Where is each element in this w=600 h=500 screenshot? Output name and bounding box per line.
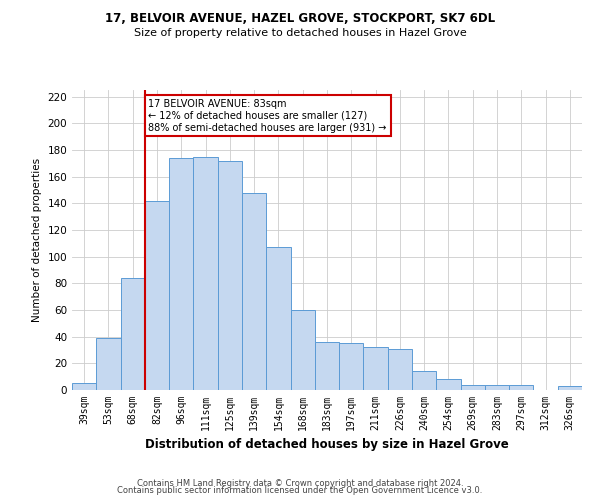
Bar	[485, 384, 509, 390]
Bar	[364, 348, 388, 390]
Bar	[218, 160, 242, 390]
Text: Size of property relative to detached houses in Hazel Grove: Size of property relative to detached ho…	[134, 28, 466, 38]
Text: 17, BELVOIR AVENUE, HAZEL GROVE, STOCKPORT, SK7 6DL: 17, BELVOIR AVENUE, HAZEL GROVE, STOCKPO…	[105, 12, 495, 26]
Bar	[436, 380, 461, 390]
Bar	[242, 192, 266, 390]
Text: Contains public sector information licensed under the Open Government Licence v3: Contains public sector information licen…	[118, 486, 482, 495]
Bar	[266, 248, 290, 390]
Bar	[509, 384, 533, 390]
Bar	[339, 344, 364, 390]
Bar	[72, 384, 96, 390]
X-axis label: Distribution of detached houses by size in Hazel Grove: Distribution of detached houses by size …	[145, 438, 509, 452]
Bar	[96, 338, 121, 390]
Bar	[193, 156, 218, 390]
Bar	[558, 386, 582, 390]
Bar	[388, 348, 412, 390]
Text: Contains HM Land Registry data © Crown copyright and database right 2024.: Contains HM Land Registry data © Crown c…	[137, 478, 463, 488]
Bar	[315, 342, 339, 390]
Bar	[290, 310, 315, 390]
Bar	[121, 278, 145, 390]
Bar	[169, 158, 193, 390]
Bar	[412, 372, 436, 390]
Bar	[461, 384, 485, 390]
Bar	[145, 200, 169, 390]
Y-axis label: Number of detached properties: Number of detached properties	[32, 158, 42, 322]
Text: 17 BELVOIR AVENUE: 83sqm
← 12% of detached houses are smaller (127)
88% of semi-: 17 BELVOIR AVENUE: 83sqm ← 12% of detach…	[149, 100, 387, 132]
